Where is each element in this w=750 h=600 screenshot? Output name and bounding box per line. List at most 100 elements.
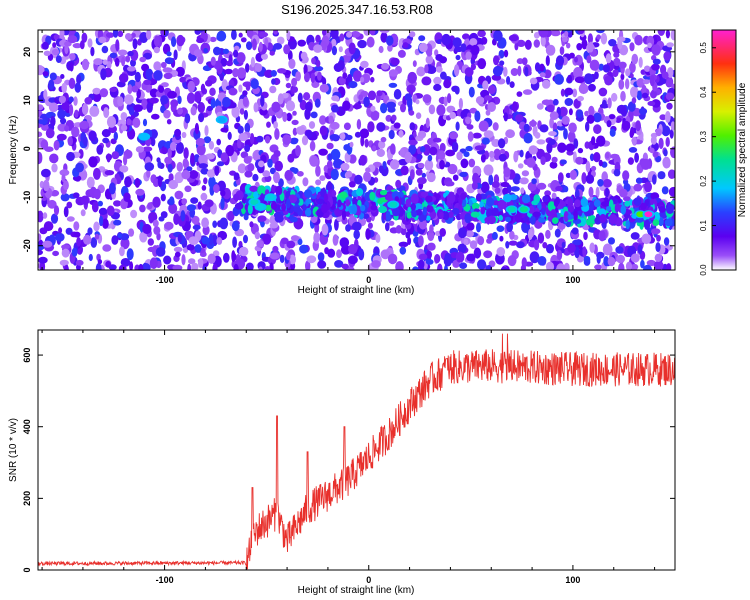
spectrogram-cell [634,34,643,46]
spectrogram-cell [151,129,158,139]
spectrogram-cell [657,171,666,180]
spectrogram-cell [594,264,603,270]
spectrogram-cell [452,37,462,48]
spectrogram-cell [354,131,362,138]
spectrogram-cell [237,163,247,174]
spectrogram-cell [514,212,522,223]
spectrogram-cell [135,146,145,153]
spectrogram-cell [370,76,375,83]
spectrogram-cell [615,246,624,254]
spectrogram-cell [539,124,549,133]
spectrogram-cell [458,98,463,110]
spectrogram-cell [400,103,406,113]
spectrogram-cell [422,206,427,216]
spectrogram-cell [487,215,497,225]
spectrogram-cell [587,33,594,45]
spectrogram-cell [395,179,402,189]
spectrogram-cell [321,203,328,214]
spectrogram-cell [87,227,93,235]
spectrogram-cell [532,211,541,218]
spectrogram-cell [410,203,416,211]
spectrogram-cell [503,193,512,203]
spectrogram-cell [42,179,50,192]
spectrogram-cell [313,44,323,53]
spectrogram-cell [286,252,291,261]
spectrogram-cell [42,212,48,219]
spectrogram-cell [229,102,237,109]
spectrogram-cell [552,217,559,225]
spectrogram-cell [521,194,531,204]
spectrogram-cell [338,46,343,53]
spectrogram-cell [515,114,524,122]
spectrogram-cell [68,96,74,103]
spectrogram-cell [577,30,585,35]
spectrogram-cell [318,148,328,156]
spectrogram-cell [292,110,297,116]
spectrogram-cell [118,49,128,56]
spectrogram-cell [244,170,253,178]
spectrogram-cell [98,36,107,44]
spectrogram-cell [332,234,339,246]
spectrogram-cell [200,83,206,94]
spectrogram-cell [412,60,417,67]
spectrogram-cell [598,87,608,97]
spectrogram-cell [467,131,474,142]
spectrogram-cell [415,99,420,105]
spectrogram-cell [81,58,90,71]
spectrogram-cell [143,79,152,86]
spectrogram-cell [64,264,69,270]
spectrogram-cell [633,87,638,98]
spectrogram-cell [567,243,576,254]
spectrogram-cell [542,195,549,203]
spectrogram-cell [540,156,546,166]
spectrogram-cell [243,193,248,199]
spectrogram-cell [258,266,263,270]
spectrogram-cell [88,253,93,262]
spectrogram-cell [598,63,604,71]
spectrogram-cell [439,211,445,219]
spectrogram-cell [516,58,524,65]
snr-frame [37,329,676,571]
spectrogram-cell [278,178,284,188]
spectrogram-cell [242,90,248,96]
x-tick-label: 0 [366,575,371,585]
spectrogram-cell [385,222,390,232]
spectrogram-cell [380,31,388,43]
spectrogram-cell [234,202,244,210]
spectrogram-cell [93,58,103,66]
spectrogram-cell [591,165,597,172]
spectrogram-cell [561,241,566,249]
spectrogram-cell [443,255,453,267]
spectrogram-cell [246,30,254,38]
spectrogram-cell [120,112,128,121]
spectrogram-cell [508,240,518,246]
spectrogram-cell [216,161,225,167]
spectrogram-cell [464,67,474,77]
spectrogram-cell [349,141,354,148]
spectrogram-cell [446,105,456,114]
spectrogram-peak [250,199,259,206]
spectrogram-cell [546,104,555,113]
spectrogram-cell [233,172,240,181]
spectrogram-cell [519,149,524,158]
spectrogram-cell [664,218,673,227]
spectrogram-cell [538,30,549,38]
spectrogram-cell [658,137,664,150]
spectrogram-cell [488,174,494,186]
spectrogram-cell [505,129,515,139]
spectrogram-cell [287,153,295,163]
spectrogram-cell [425,215,431,221]
spectrogram-cell [552,98,559,106]
y-tick-label: 0 [22,146,32,151]
spectrogram-cell [588,105,595,116]
spectrogram-cell [182,158,189,168]
spectrogram-cell [363,171,372,182]
spectrogram-peak [389,201,398,208]
spectrogram-cell [204,199,214,208]
spectrogram-cell [557,172,564,183]
spectrogram-cell [41,195,47,202]
spectrogram-cell [410,193,419,205]
spectrogram-cell [588,41,594,53]
spectrogram-cell [274,214,284,223]
spectrogram-cell [573,210,578,221]
